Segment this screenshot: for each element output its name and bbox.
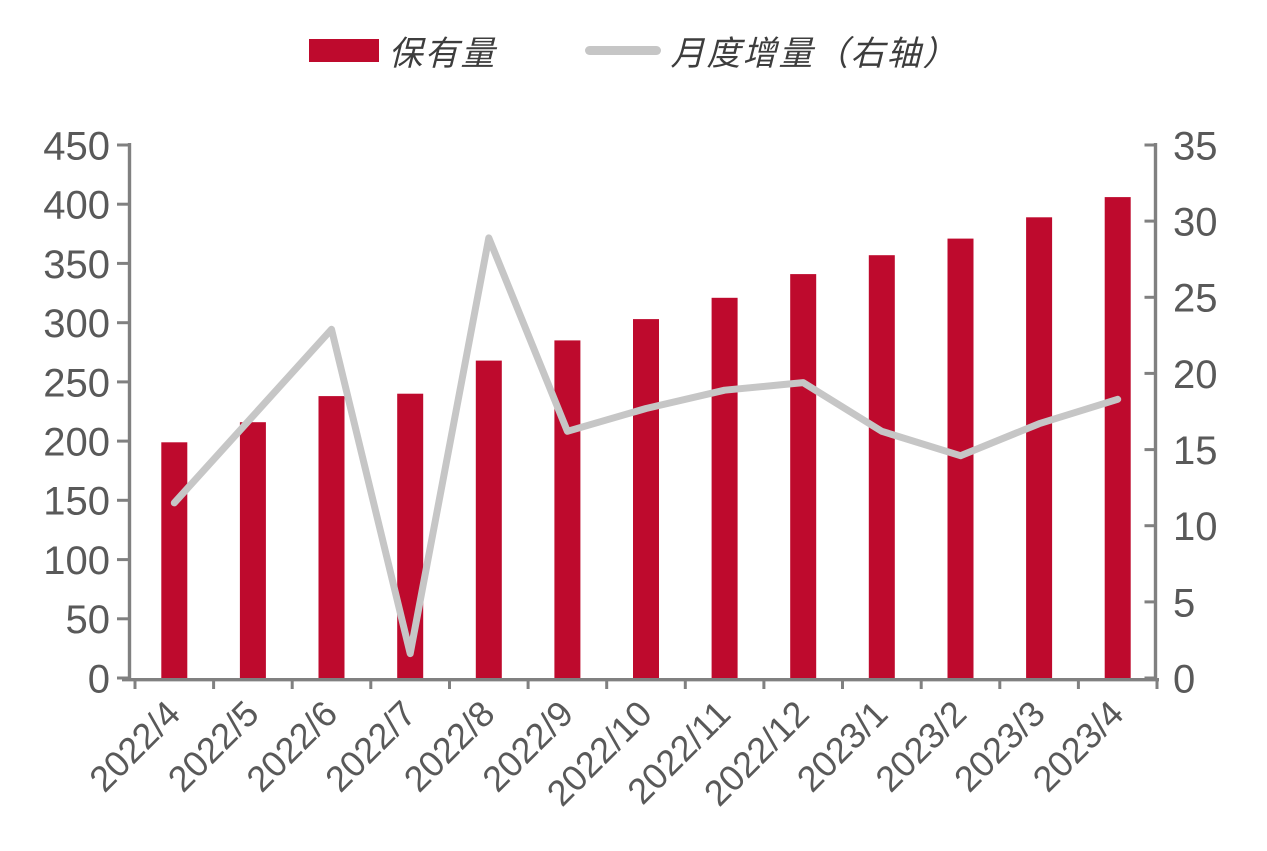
- right-axis-tick-label: 20: [1173, 353, 1218, 397]
- left-axis-tick-label: 350: [43, 243, 110, 287]
- left-axis-tick-label: 100: [43, 539, 110, 583]
- line-swatch-icon: [584, 46, 661, 55]
- bar-2022/5: [239, 422, 266, 678]
- bar-2022/11: [711, 297, 738, 678]
- bar-2022/6: [318, 396, 345, 678]
- legend-item-monthly-increment: 月度增量（右轴）: [584, 26, 959, 75]
- right-axis-tick-label: 10: [1173, 505, 1218, 549]
- bar-2022/12: [790, 274, 817, 678]
- left-axis-tick-label: 200: [43, 421, 110, 465]
- right-axis-tick-label: 0: [1173, 657, 1195, 701]
- bar-2022/10: [633, 319, 659, 678]
- monthly-increment-line: [170, 234, 1122, 658]
- legend-label-holdings: 保有量: [388, 34, 497, 74]
- right-axis-tick-label: 5: [1173, 581, 1195, 625]
- chart-legend: 保有量 月度增量（右轴）: [0, 26, 1267, 75]
- bar-2022/4: [161, 442, 188, 678]
- bar-2022/8: [475, 360, 502, 678]
- left-axis-tick-label: 150: [43, 480, 110, 524]
- right-axis-tick-label: 35: [1173, 124, 1218, 168]
- bar-2023/1: [868, 255, 895, 678]
- bar-swatch-icon: [308, 39, 379, 62]
- right-axis-tick-label: 30: [1173, 201, 1218, 245]
- left-axis-tick-label: 450: [43, 124, 110, 168]
- bar-2023/3: [1026, 217, 1053, 679]
- left-axis-tick-label: 300: [43, 302, 110, 346]
- left-axis-tick-label: 0: [88, 657, 110, 701]
- right-axis-tick-label: 25: [1173, 277, 1218, 321]
- legend-label-monthly-increment: 月度增量（右轴）: [670, 34, 959, 74]
- x-axis-label-2023/4: 2023/4: [1025, 693, 1132, 800]
- left-axis-tick-label: 400: [43, 184, 110, 228]
- left-axis-tick-label: 250: [43, 361, 110, 405]
- bar-2023/4: [1104, 197, 1131, 678]
- right-axis-tick-label: 15: [1173, 429, 1218, 473]
- bar-2022/9: [554, 340, 581, 678]
- legend-item-holdings: 保有量: [308, 26, 497, 75]
- left-axis-tick-label: 50: [66, 598, 111, 642]
